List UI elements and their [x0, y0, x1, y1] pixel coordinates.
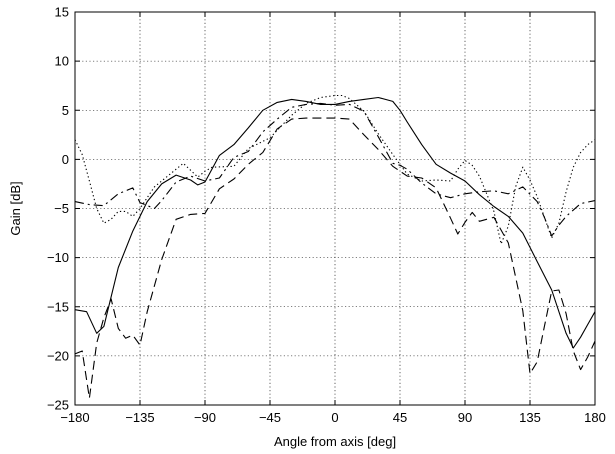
x-tick-labels: −180 −135 −90 −45 0 45 90 135 180	[60, 410, 606, 425]
y-tick-label: −10	[47, 250, 69, 265]
x-axis-label: Angle from axis [deg]	[274, 434, 396, 449]
series-line-dashdot	[74, 102, 596, 237]
x-tick-label: −45	[259, 410, 281, 425]
x-tick-label: 135	[519, 410, 541, 425]
y-tick-labels: −25 −20 −15 −10 −5 0 5 10 15	[47, 5, 69, 413]
grid	[75, 12, 595, 405]
ticks	[74, 11, 596, 406]
y-tick-label: −25	[47, 398, 69, 413]
x-tick-label: 45	[393, 410, 407, 425]
x-tick-label: 0	[331, 410, 338, 425]
y-axis-label: Gain [dB]	[8, 181, 23, 235]
y-tick-label: −15	[47, 299, 69, 314]
series-line-solid	[74, 96, 596, 349]
x-tick-label: 180	[584, 410, 606, 425]
series-line-dotted	[74, 94, 596, 245]
x-tick-label: 90	[458, 410, 472, 425]
x-tick-label: −90	[194, 410, 216, 425]
y-tick-label: −20	[47, 348, 69, 363]
y-tick-label: 15	[55, 5, 69, 20]
x-tick-label: −135	[125, 410, 154, 425]
x-tick-label: −180	[60, 410, 89, 425]
series-group	[74, 94, 596, 399]
y-tick-label: 0	[62, 152, 69, 167]
y-tick-label: −5	[54, 201, 69, 216]
y-tick-label: 5	[62, 103, 69, 118]
y-tick-label: 10	[55, 54, 69, 69]
